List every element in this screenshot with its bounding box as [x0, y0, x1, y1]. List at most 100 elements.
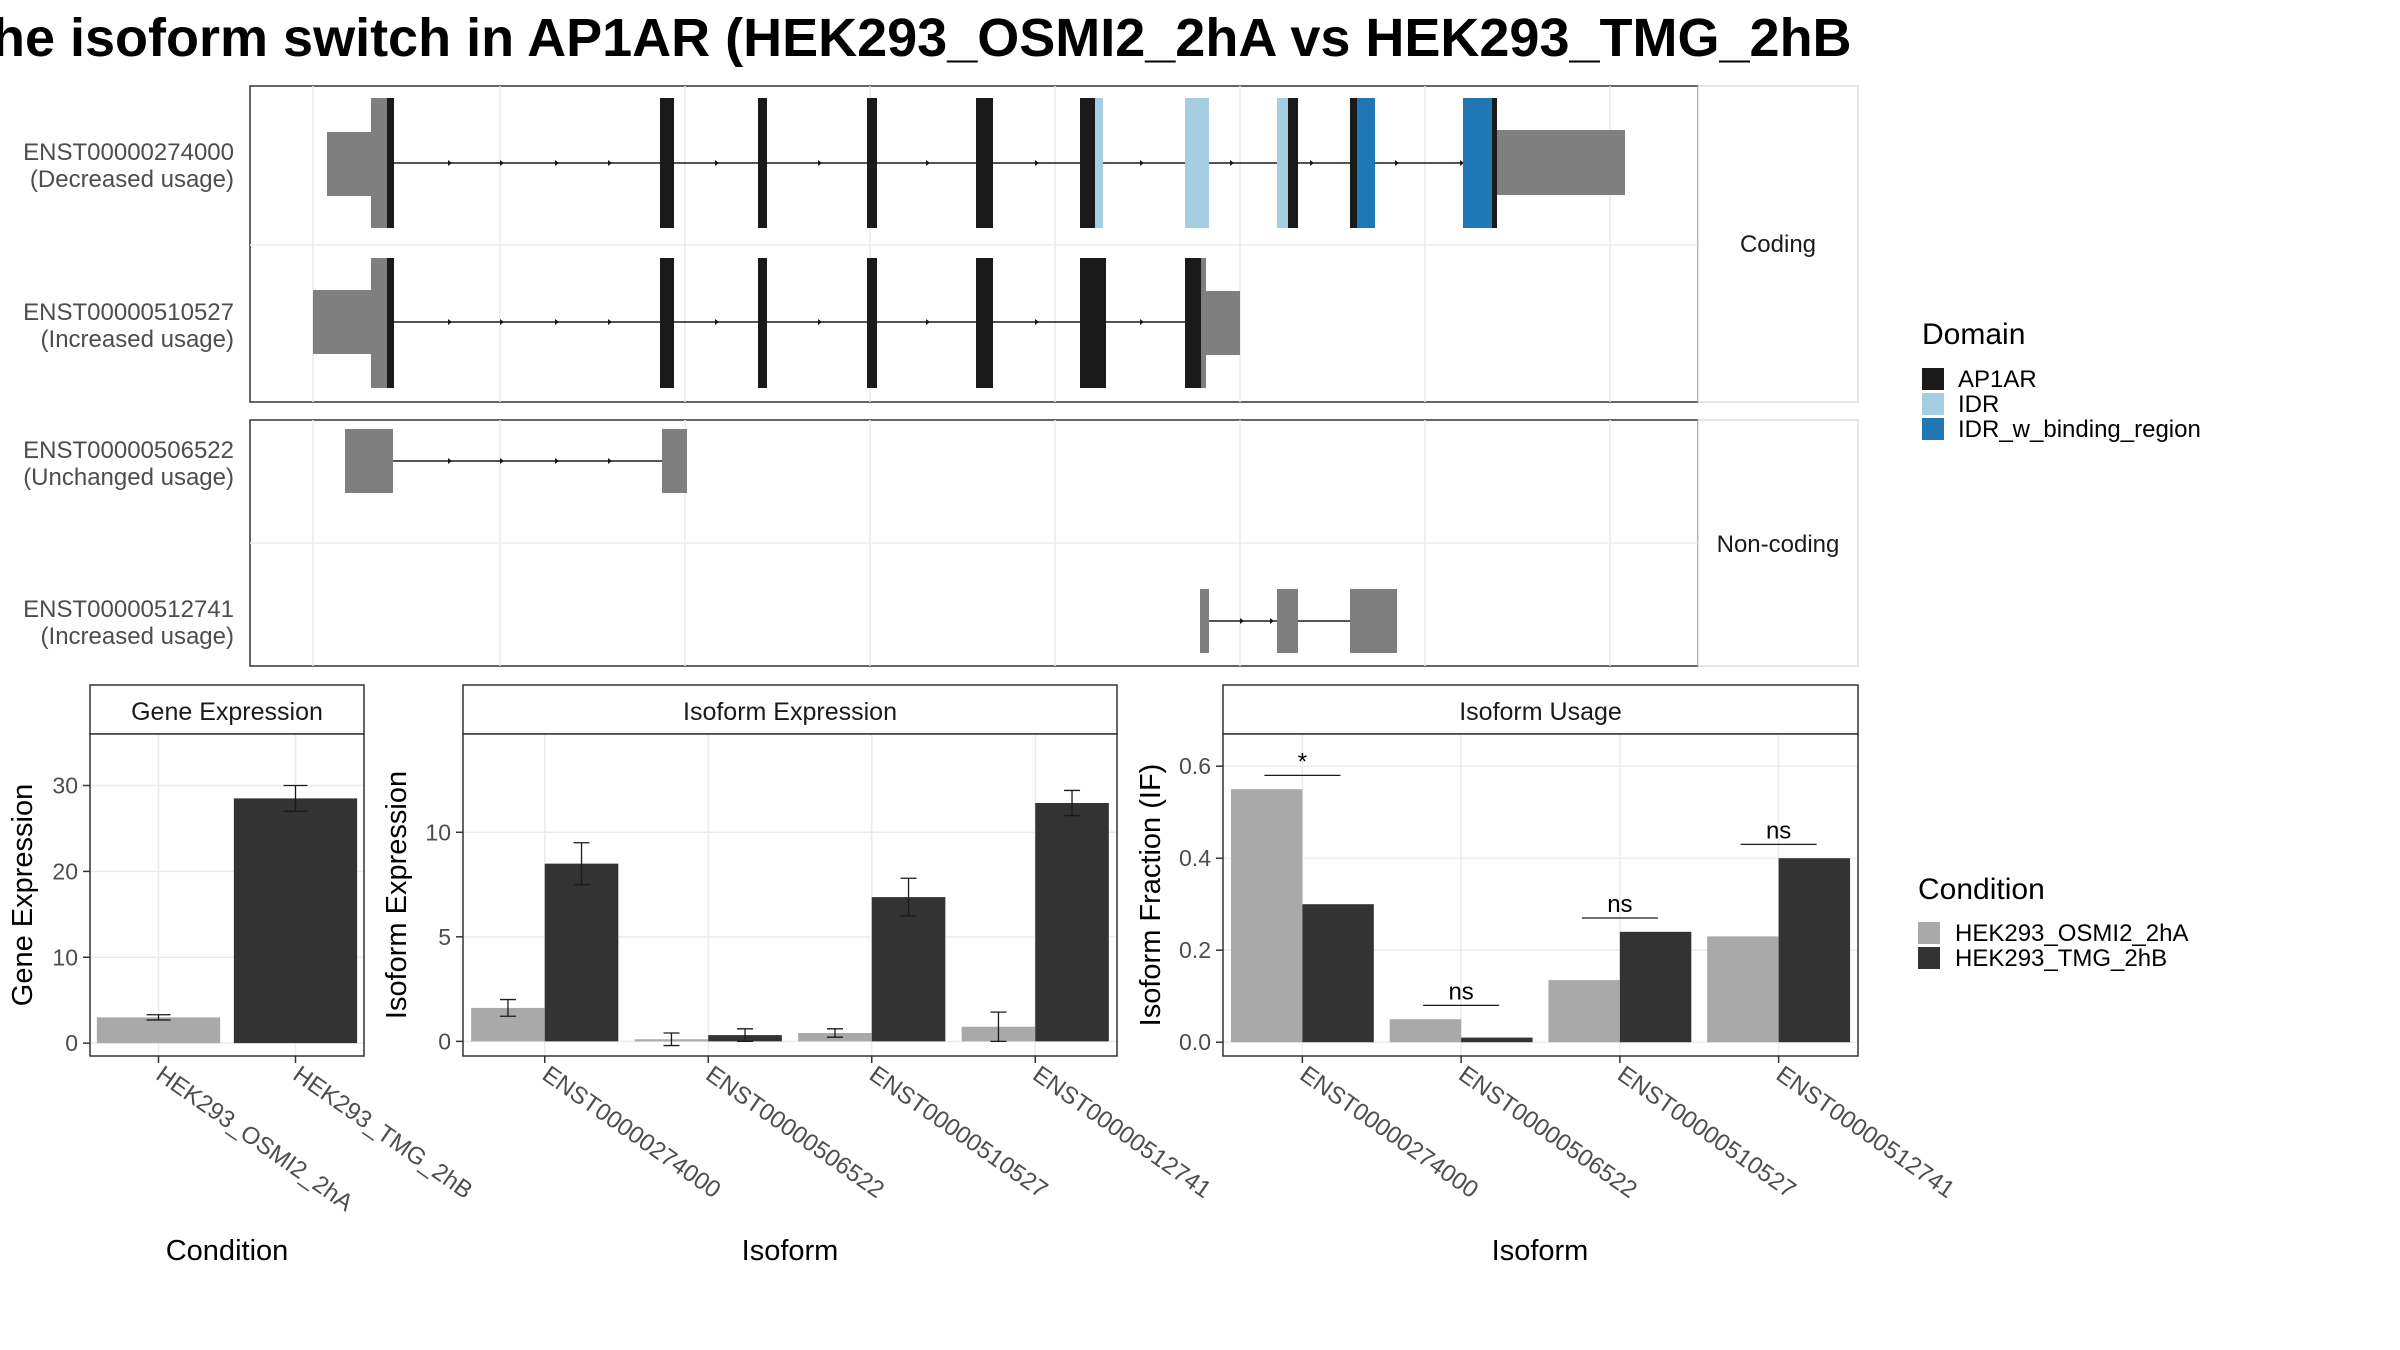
- transcript-model-ENST00000274000: [327, 98, 1625, 228]
- x-tick-label: ENST00000512741: [1028, 1061, 1216, 1204]
- intron-arrows: [448, 458, 612, 464]
- legend-label-osmi2: HEK293_OSMI2_2hA: [1955, 920, 2188, 947]
- legend-swatch-idr-binding: [1922, 418, 1944, 440]
- legend-swatch-tmg: [1918, 947, 1940, 969]
- bar-HEK293_OSMI2_2hA: [96, 1017, 221, 1044]
- transcript-label-2-id: ENST00000510527: [23, 299, 234, 326]
- exon-6: [1080, 258, 1106, 388]
- utr-5prime: [313, 290, 373, 354]
- intron-arrows: [448, 160, 1464, 166]
- utr-5prime-exon: [371, 258, 391, 388]
- exon-1: [387, 98, 394, 228]
- utr-3prime: [1497, 130, 1625, 195]
- plot-panel-border: [89, 733, 365, 1057]
- coding-facet-panel: [249, 85, 1699, 403]
- bar-HEK293_OSMI2_2hA-ENST00000512741: [1707, 936, 1779, 1043]
- y-tick-label: 20: [52, 858, 78, 884]
- isoform-usage-chart: Isoform Usage*nsnsns0.00.20.40.6ENST0000…: [1135, 684, 1959, 1267]
- y-tick-label: 0.6: [1179, 753, 1211, 779]
- bar-HEK293_TMG_2hB-ENST00000510527: [1619, 931, 1692, 1043]
- utr-3prime: [1206, 291, 1240, 355]
- exon-9: [1350, 98, 1357, 228]
- x-axis-title: Isoform: [1492, 1235, 1589, 1267]
- bar-HEK293_OSMI2_2hA-ENST00000506522: [1389, 1019, 1462, 1043]
- exon-7-idr: [1185, 98, 1209, 228]
- noncoding-exon-2: [1277, 589, 1298, 653]
- y-tick-label: 0.4: [1179, 845, 1211, 871]
- facet-strip-label: Isoform Expression: [683, 698, 897, 726]
- transcript-model-ENST00000506522: [345, 429, 687, 493]
- noncoding-exon-1: [345, 429, 393, 493]
- noncoding-exon-3: [1350, 589, 1397, 653]
- y-axis-title: Gene Expression: [7, 784, 39, 1006]
- significance-label: ns: [1766, 817, 1791, 844]
- bar-HEK293_OSMI2_2hA-ENST00000510527: [1548, 980, 1620, 1043]
- exon-10: [1492, 98, 1497, 228]
- transcript-label-3-usage: (Unchanged usage): [23, 464, 234, 491]
- facet-label-noncoding: Non-coding: [1717, 531, 1840, 558]
- bar-HEK293_TMG_2hB-ENST00000274000: [1302, 904, 1374, 1043]
- transcript-label-1-usage: (Decreased usage): [30, 166, 234, 193]
- y-tick-label: 10: [52, 944, 78, 970]
- transcript-label-4-id: ENST00000512741: [23, 596, 234, 623]
- y-tick-label: 0: [438, 1028, 451, 1054]
- exon-4: [867, 98, 877, 228]
- plot-panel-border: [462, 733, 1118, 1057]
- condition-legend-title: Condition: [1918, 873, 2045, 906]
- bar-HEK293_TMG_2hB-ENST00000506522: [1461, 1037, 1533, 1043]
- noncoding-exon-2: [662, 429, 687, 493]
- bar-HEK293_TMG_2hB-ENST00000512741: [1778, 858, 1851, 1043]
- exon-3: [758, 98, 767, 228]
- bar-HEK293_TMG_2hB-ENST00000274000: [544, 863, 619, 1042]
- legend-swatch-osmi2: [1918, 922, 1940, 944]
- facet-label-coding: Coding: [1740, 231, 1816, 258]
- exon-5: [976, 98, 993, 228]
- utr-5prime: [327, 132, 373, 196]
- facet-strip-coding: [1697, 85, 1859, 403]
- condition-legend: Condition HEK293_OSMI2_2hA HEK293_TMG_2h…: [1918, 873, 2188, 972]
- transcript-label-4-usage: (Increased usage): [41, 623, 234, 650]
- significance-label: ns: [1448, 978, 1473, 1005]
- isoform-expression-chart: Isoform Expression0510ENST00000274000ENS…: [381, 684, 1216, 1267]
- transcript-label-3-id: ENST00000506522: [23, 437, 234, 464]
- facet-strip: [1222, 684, 1859, 735]
- significance-label: ns: [1607, 891, 1632, 918]
- transcript-model-ENST00000510527: [313, 258, 1240, 388]
- exon-5: [976, 258, 993, 388]
- exon-7: [1185, 258, 1201, 388]
- figure-title: he isoform switch in AP1AR (HEK293_OSMI2…: [0, 8, 1852, 68]
- legend-swatch-idr: [1922, 393, 1944, 415]
- utr-3prime-exon: [1201, 258, 1206, 388]
- legend-swatch-ap1ar: [1922, 368, 1944, 390]
- plot-panel-border: [1222, 733, 1859, 1057]
- x-tick-label: ENST00000506522: [701, 1061, 889, 1204]
- y-tick-label: 10: [425, 819, 451, 845]
- y-tick-label: 5: [438, 924, 451, 950]
- exon-6-idr: [1095, 98, 1103, 228]
- y-tick-label: 0.2: [1179, 937, 1211, 963]
- x-tick-label: ENST00000274000: [537, 1061, 725, 1204]
- exon-6: [1080, 98, 1095, 228]
- bar-HEK293_TMG_2hB: [233, 798, 358, 1044]
- noncoding-exon-1: [1200, 589, 1209, 653]
- intron-arrows: [1240, 618, 1274, 624]
- y-axis-title: Isoform Expression: [381, 771, 413, 1019]
- exon-4: [867, 258, 877, 388]
- exon-9-idr-binding: [1357, 98, 1375, 228]
- significance-label: *: [1298, 748, 1307, 775]
- legend-label-idr: IDR: [1958, 391, 1999, 418]
- x-axis-title: Condition: [166, 1235, 289, 1267]
- transcript-structure-panel: Coding Non-coding ENST00000274000 (Decre…: [23, 85, 1859, 667]
- facet-strip: [462, 684, 1118, 735]
- exon-2: [660, 258, 674, 388]
- exon-8-idr: [1277, 98, 1288, 228]
- legend-label-tmg: HEK293_TMG_2hB: [1955, 945, 2167, 972]
- legend-label-idr-binding: IDR_w_binding_region: [1958, 416, 2201, 443]
- y-tick-label: 0.0: [1179, 1029, 1211, 1055]
- y-axis-title: Isoform Fraction (IF): [1135, 764, 1167, 1027]
- exon-8: [1288, 98, 1298, 228]
- facet-strip-label: Isoform Usage: [1459, 698, 1622, 726]
- exon-3: [758, 258, 767, 388]
- legend-label-ap1ar: AP1AR: [1958, 366, 2037, 393]
